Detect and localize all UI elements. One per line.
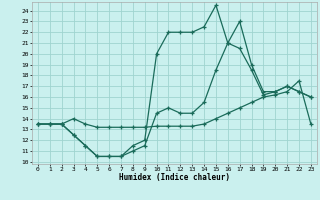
X-axis label: Humidex (Indice chaleur): Humidex (Indice chaleur) [119, 173, 230, 182]
